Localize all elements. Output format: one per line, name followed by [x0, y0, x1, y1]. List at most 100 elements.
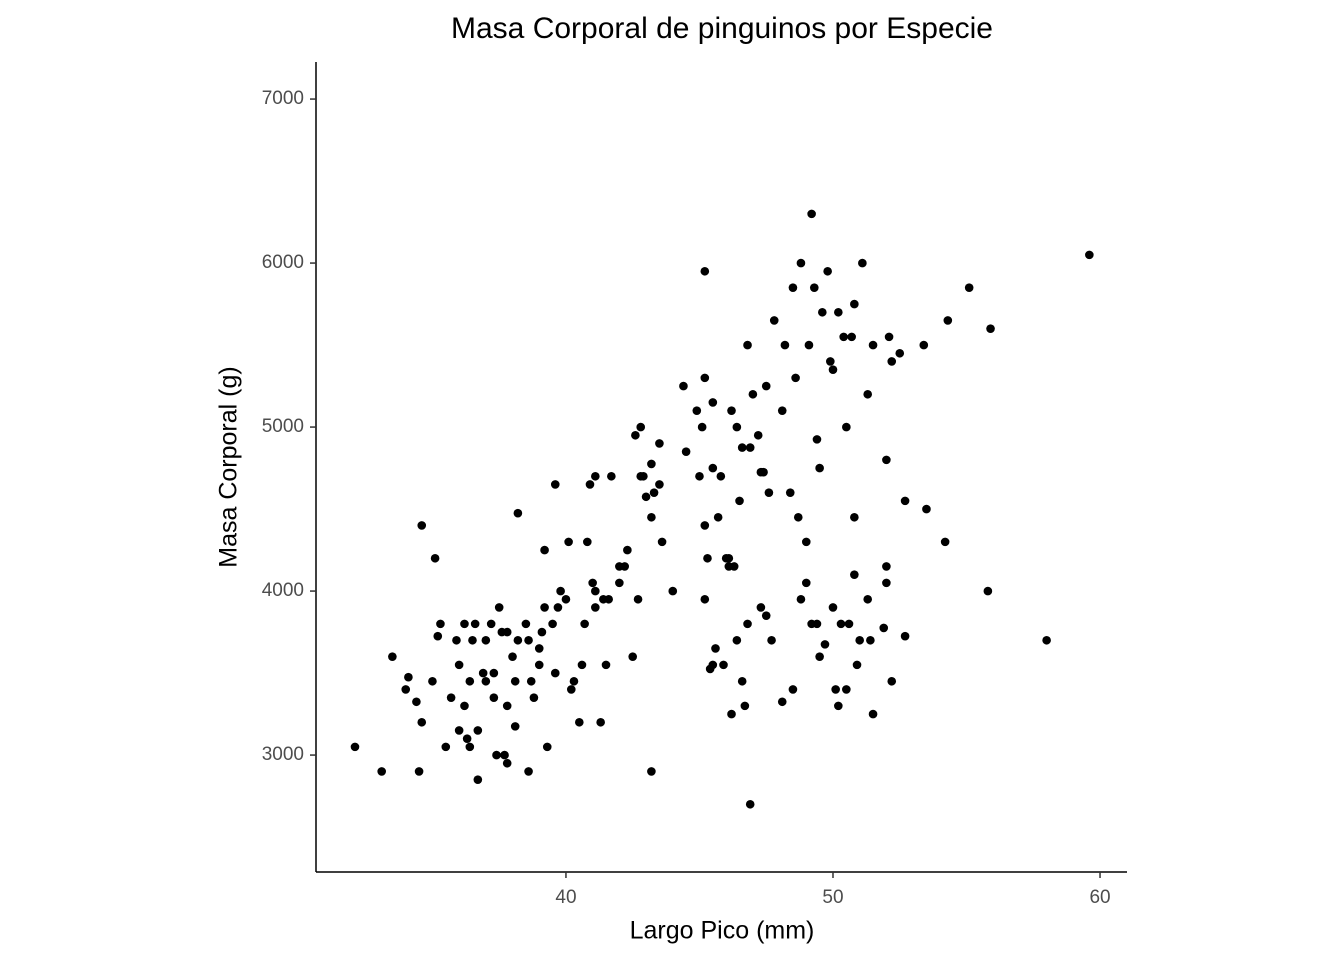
point [815, 652, 824, 661]
point [583, 537, 592, 547]
point [591, 603, 600, 612]
point [788, 283, 798, 292]
point [732, 422, 742, 432]
point [481, 635, 491, 645]
point [564, 537, 573, 547]
point [585, 480, 595, 489]
point [700, 266, 710, 276]
point [513, 508, 523, 518]
point [887, 357, 897, 366]
point [719, 660, 728, 670]
point [542, 742, 552, 752]
point [454, 660, 464, 670]
y-tick-label: 7000 [262, 88, 304, 109]
point [842, 685, 851, 694]
point [732, 635, 742, 645]
point [569, 676, 579, 686]
point [524, 767, 533, 776]
point [500, 750, 509, 760]
point [801, 578, 811, 588]
point [721, 553, 731, 563]
point [882, 455, 891, 465]
point [764, 488, 774, 497]
point [561, 594, 571, 604]
point [753, 430, 763, 440]
point [868, 340, 878, 350]
point [716, 471, 726, 481]
point [591, 471, 600, 481]
point [647, 512, 656, 522]
point [919, 340, 929, 350]
point [697, 422, 707, 432]
point [943, 316, 953, 325]
point [350, 742, 360, 752]
point [473, 726, 483, 735]
point [526, 676, 536, 686]
point [727, 406, 736, 415]
point [631, 430, 640, 440]
point [607, 471, 616, 481]
point [812, 435, 822, 444]
point [828, 365, 838, 374]
point [473, 775, 483, 784]
y-tick-label: 3000 [262, 744, 304, 765]
point [922, 504, 931, 514]
point [986, 324, 995, 333]
point [591, 586, 600, 596]
point [940, 537, 950, 547]
point [836, 619, 846, 629]
point [828, 603, 838, 612]
point [633, 594, 643, 604]
point [636, 471, 646, 481]
chart-title: Masa Corporal de pinguinos por Especie [451, 12, 993, 45]
point [649, 488, 659, 497]
point [839, 332, 848, 342]
point [761, 611, 771, 620]
point [703, 553, 712, 563]
point [604, 594, 613, 604]
point [550, 480, 560, 489]
point [596, 717, 605, 727]
point [818, 307, 827, 317]
point [964, 283, 974, 292]
point [623, 545, 632, 555]
point [879, 623, 889, 633]
point [708, 398, 718, 407]
y-tick-label: 5000 [262, 416, 304, 437]
point [553, 603, 563, 612]
point [748, 389, 758, 399]
y-tick-label: 4000 [262, 580, 304, 601]
point [844, 619, 854, 629]
point [615, 578, 624, 588]
point [441, 742, 451, 752]
point [826, 357, 835, 366]
point [834, 701, 843, 711]
point [460, 619, 469, 629]
point [550, 668, 560, 678]
point [548, 619, 557, 629]
point [401, 685, 411, 694]
point [737, 443, 747, 452]
point [847, 332, 856, 342]
point [679, 381, 688, 391]
point [436, 619, 445, 629]
point [412, 697, 421, 707]
point [508, 652, 517, 661]
point [700, 521, 710, 530]
point [983, 586, 993, 596]
point [769, 316, 779, 325]
point [524, 635, 533, 645]
point [842, 422, 851, 432]
point [537, 627, 547, 637]
point [858, 258, 867, 268]
point [1042, 635, 1051, 645]
point [708, 660, 718, 670]
point [740, 701, 750, 711]
point [641, 492, 651, 502]
point [884, 332, 894, 342]
point [481, 676, 491, 686]
point [804, 340, 814, 350]
point [850, 570, 859, 579]
x-axis-label: Largo Pico (mm) [630, 917, 815, 945]
